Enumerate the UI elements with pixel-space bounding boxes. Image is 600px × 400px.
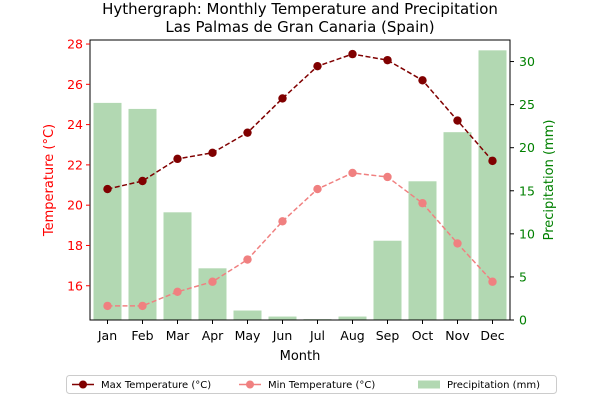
max-temp-point-dec (488, 156, 497, 166)
y-axis-left-label: Temperature (°C) (42, 124, 57, 237)
y-right-tick-label: 30 (519, 54, 535, 69)
chart-title: Hythergraph: Monthly Temperature and Pre… (102, 0, 498, 18)
y-right-tick-label: 20 (519, 140, 535, 155)
max-temp-line (107, 53, 494, 190)
x-tick-label: Jul (309, 328, 325, 343)
max-temp-point-may (243, 128, 252, 137)
precip-bar-dec (478, 50, 507, 320)
y-left-tick-label: 20 (67, 198, 83, 213)
max-temp-point-aug (348, 49, 357, 59)
precip-bar-mar (163, 212, 192, 320)
y-right-tick-label: 0 (519, 313, 527, 328)
min-temp-point-jan (103, 301, 112, 311)
y-left-tick-label: 18 (67, 238, 83, 253)
min-temp-point-dec (488, 277, 497, 286)
legend-swatch-marker (79, 380, 87, 389)
min-temp-point-nov (453, 239, 462, 248)
max-temp-point-oct (418, 76, 427, 85)
x-tick-label: Nov (445, 328, 470, 343)
y-right-tick-label: 10 (519, 226, 535, 241)
max-temp-point-jan (103, 184, 112, 194)
x-tick-label: Dec (480, 328, 504, 343)
min-temp-point-jun (278, 217, 287, 226)
x-tick-label: Mar (166, 328, 190, 343)
max-temp-point-nov (453, 116, 462, 125)
legend-swatch-marker (246, 380, 254, 389)
max-temp-point-feb (138, 176, 147, 186)
legend-swatch-bar (418, 380, 440, 389)
max-temp-point-mar (173, 154, 182, 164)
legend: Max Temperature (°C) Min Temperature (°C)… (66, 375, 557, 394)
y-left-tick-label: 16 (67, 278, 83, 293)
max-temp-point-jul (313, 61, 322, 71)
y-left-tick-label: 28 (67, 37, 83, 52)
min-temp-point-may (243, 255, 252, 264)
min-temp-point-apr (208, 277, 217, 286)
precip-bar-jan (93, 102, 122, 321)
min-temp-point-jul (313, 184, 322, 194)
x-tick-label: May (235, 328, 261, 343)
y-right-tick-label: 15 (519, 183, 535, 198)
x-tick-label: Apr (202, 328, 224, 343)
legend-label: Max Temperature (°C) (101, 380, 211, 391)
min-temp-point-sep (383, 172, 392, 182)
y-left-tick-label: 22 (67, 157, 83, 172)
precip-bar-feb (128, 108, 157, 320)
y-right-tick-label: 5 (519, 269, 527, 284)
x-tick-label: Sep (376, 328, 400, 343)
y-axis-right-label: Precipitation (mm) (542, 120, 557, 241)
x-tick-label: Oct (412, 328, 434, 343)
x-tick-label: Aug (340, 328, 364, 343)
x-tick-label: Jun (272, 328, 293, 343)
min-temp-point-feb (138, 301, 147, 311)
x-tick-label: Jan (97, 328, 117, 343)
y-left-tick-label: 26 (67, 77, 83, 92)
precip-bar-may (233, 310, 262, 320)
axes: Jan Feb Mar Apr May Jun Jul Aug Sep Oct Nov Dec 16 18… (67, 37, 535, 343)
precip-bar-jun (268, 316, 297, 320)
precip-bar-sep (373, 240, 402, 320)
max-temp-point-apr (208, 148, 217, 158)
min-temp-point-oct (418, 198, 427, 208)
max-temp-point-jun (278, 94, 287, 103)
temperature-lines (103, 49, 497, 311)
y-left-tick-label: 24 (67, 117, 83, 132)
legend-label: Min Temperature (°C) (268, 380, 375, 391)
chart-subtitle: Las Palmas de Gran Canaria (Spain) (165, 18, 434, 36)
min-temp-point-aug (348, 168, 357, 178)
y-right-tick-label: 25 (519, 97, 535, 112)
precip-bar-apr (198, 268, 227, 320)
legend-label: Precipitation (mm) (447, 380, 540, 391)
legend-box (66, 375, 557, 394)
precip-bar-nov (443, 132, 472, 320)
max-temp-point-sep (383, 55, 392, 65)
precip-bar-aug (338, 316, 367, 320)
precipitation-bars (93, 50, 507, 321)
x-tick-label: Feb (131, 328, 153, 343)
min-temp-point-mar (173, 287, 182, 296)
x-axis-label: Month (280, 349, 321, 364)
plot-frame (89, 39, 511, 321)
min-temp-line (107, 172, 494, 307)
